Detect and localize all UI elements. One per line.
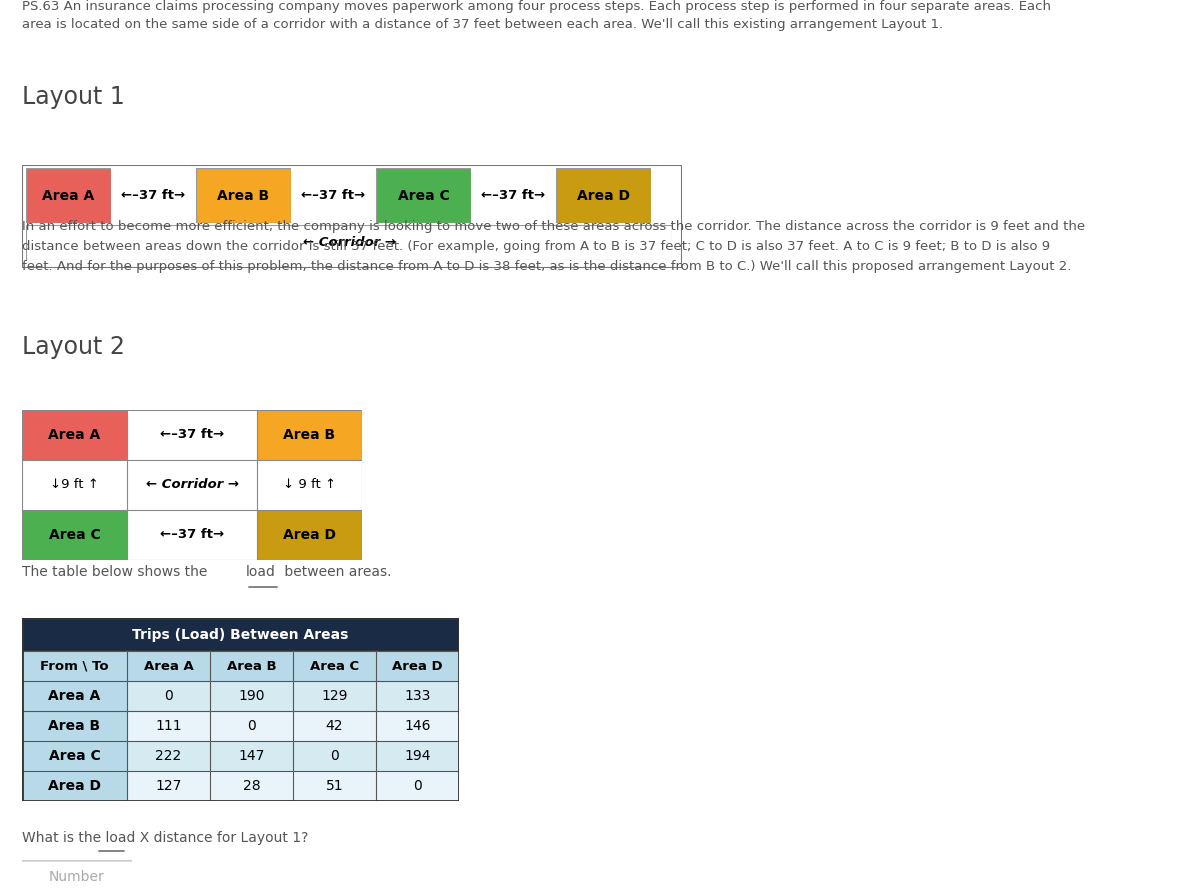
- Text: Area B: Area B: [217, 188, 270, 202]
- Text: Number: Number: [49, 870, 104, 884]
- Text: Area A: Area A: [144, 659, 193, 673]
- Text: The table below shows the: The table below shows the: [22, 565, 211, 579]
- Text: ↓ 9 ft ↑: ↓ 9 ft ↑: [283, 478, 336, 491]
- Text: Area B: Area B: [283, 428, 336, 442]
- Text: 0: 0: [330, 749, 338, 763]
- Text: ←–37 ft→: ←–37 ft→: [121, 189, 186, 202]
- Text: Area B: Area B: [227, 659, 276, 673]
- Text: ←–37 ft→: ←–37 ft→: [301, 189, 366, 202]
- Text: Layout 1: Layout 1: [22, 85, 125, 109]
- Text: 127: 127: [155, 779, 181, 793]
- Text: ↓9 ft ↑: ↓9 ft ↑: [50, 478, 98, 491]
- Text: 222: 222: [155, 749, 181, 763]
- Text: Area C: Area C: [49, 528, 101, 542]
- Text: between areas.: between areas.: [280, 565, 391, 579]
- Text: distance between areas down the corridor is still 37 feet. (For example, going f: distance between areas down the corridor…: [22, 240, 1050, 253]
- Text: 147: 147: [239, 749, 265, 763]
- Text: PS.63 An insurance claims processing company moves paperwork among four process : PS.63 An insurance claims processing com…: [22, 0, 1051, 13]
- Text: 190: 190: [239, 689, 265, 703]
- Text: Area C: Area C: [310, 659, 359, 673]
- Text: load: load: [246, 565, 276, 579]
- Text: 0: 0: [247, 719, 256, 733]
- Text: ←–37 ft→: ←–37 ft→: [160, 428, 224, 442]
- Text: 0: 0: [164, 689, 173, 703]
- Text: Area A: Area A: [42, 188, 95, 202]
- Text: ← Corridor →: ← Corridor →: [145, 478, 239, 491]
- Text: Area C: Area C: [49, 749, 101, 763]
- Text: Area A: Area A: [48, 689, 101, 703]
- Text: ←–37 ft→: ←–37 ft→: [481, 189, 546, 202]
- Text: Area D: Area D: [392, 659, 443, 673]
- Text: 42: 42: [325, 719, 343, 733]
- Text: 194: 194: [404, 749, 431, 763]
- Text: 133: 133: [404, 689, 431, 703]
- Text: Area D: Area D: [48, 779, 101, 793]
- Text: Layout 2: Layout 2: [22, 335, 125, 359]
- Text: ← Corridor →: ← Corridor →: [302, 236, 396, 249]
- Text: Area D: Area D: [577, 188, 630, 202]
- Text: 28: 28: [242, 779, 260, 793]
- Text: 129: 129: [322, 689, 348, 703]
- Text: 146: 146: [404, 719, 431, 733]
- Text: feet. And for the purposes of this problem, the distance from A to D is 38 feet,: feet. And for the purposes of this probl…: [22, 260, 1072, 273]
- Text: Area A: Area A: [48, 428, 101, 442]
- Text: Trips (Load) Between Areas: Trips (Load) Between Areas: [132, 627, 349, 641]
- Text: What is the load X distance for Layout 1?: What is the load X distance for Layout 1…: [22, 831, 308, 845]
- Text: Area D: Area D: [283, 528, 336, 542]
- Text: ←–37 ft→: ←–37 ft→: [160, 528, 224, 541]
- Text: 111: 111: [155, 719, 182, 733]
- Text: Area C: Area C: [397, 188, 449, 202]
- Text: area is located on the same side of a corridor with a distance of 37 feet betwee: area is located on the same side of a co…: [22, 18, 943, 31]
- Text: 51: 51: [325, 779, 343, 793]
- Text: In an effort to become more efficient, the company is looking to move two of the: In an effort to become more efficient, t…: [22, 220, 1085, 233]
- Text: 0: 0: [413, 779, 422, 793]
- Text: Area B: Area B: [48, 719, 101, 733]
- FancyBboxPatch shape: [20, 861, 133, 892]
- Text: From \ To: From \ To: [40, 659, 109, 673]
